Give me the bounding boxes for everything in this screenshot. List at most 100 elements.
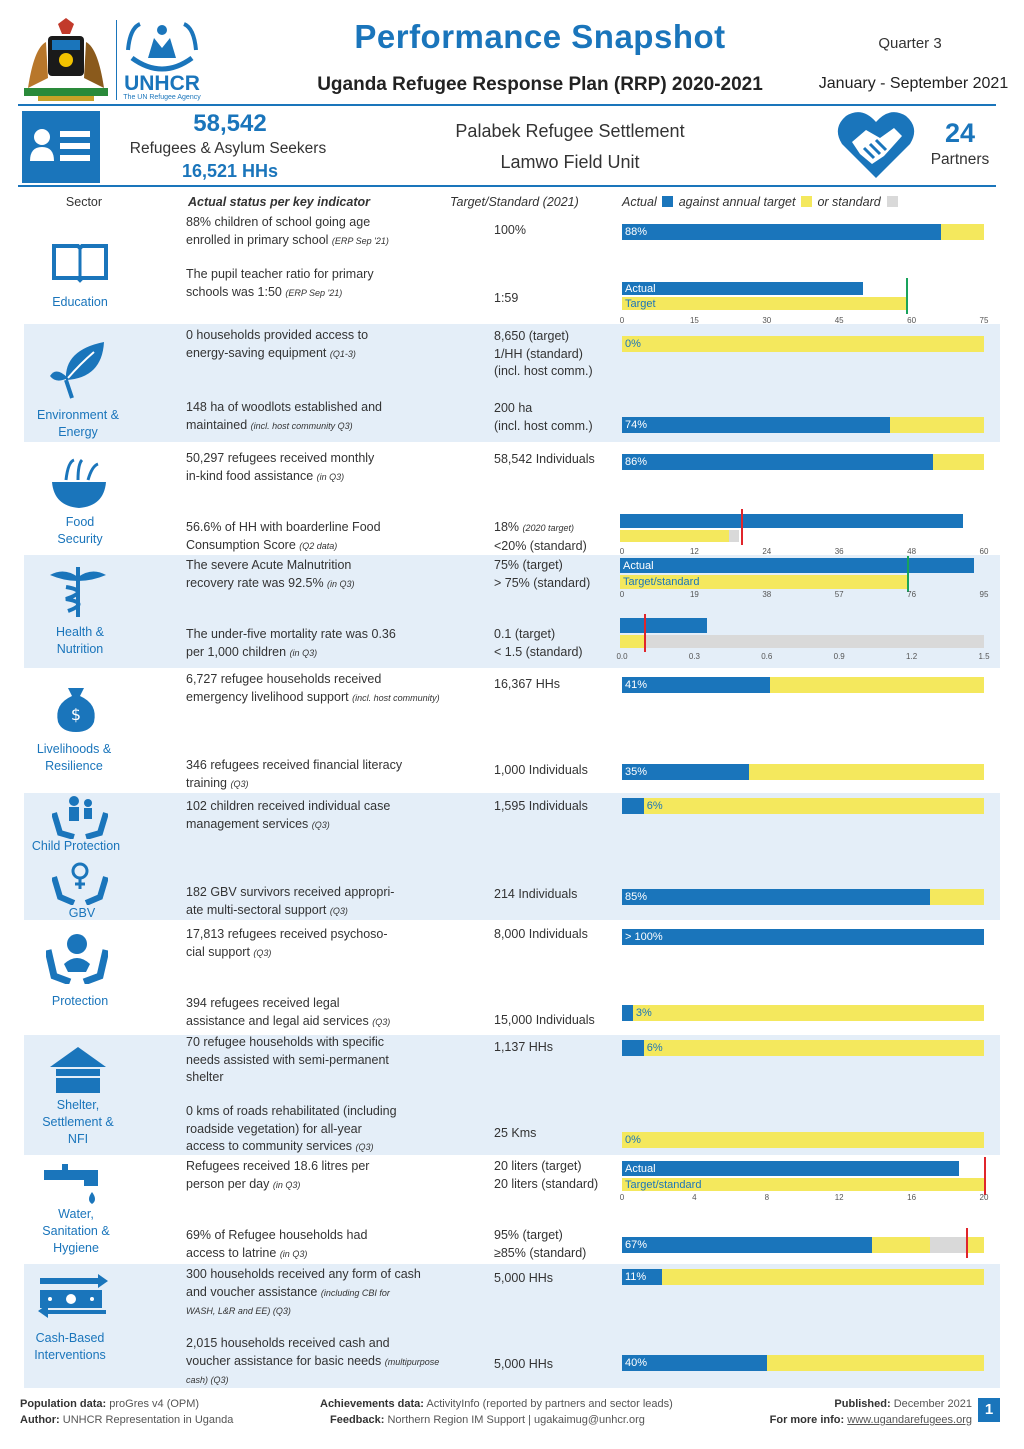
footer-population: Population data: proGres v4 (OPM) [20,1398,200,1410]
axis-tick-label: 36 [834,547,844,556]
standard-bar [620,635,984,648]
axis-tick-label: 0 [619,547,625,556]
indicator-text: 88% children of school going age enrolled… [186,214,454,250]
target-bar [620,635,645,648]
target-fill [622,336,984,352]
caduceus-icon [48,565,108,619]
indicator-text: 6,727 refugee households received emergen… [186,671,454,707]
indicator-text: 0 kms of roads rehabilitated (including r… [186,1103,454,1157]
target-text: 1,000 Individuals [494,762,619,780]
indicator-line: shelter [186,1070,224,1084]
actual-fill [622,798,644,814]
actual-bar [620,558,975,573]
indicator-note: (in Q3) [316,471,345,482]
target-line: ≥85% (standard) [494,1245,587,1260]
axis-tick-label: 76 [907,590,917,599]
target-line: 1:59 [494,291,519,305]
axis-tick-label: 4 [692,1193,697,1202]
indicator-text: 2,015 households received cash and vouche… [186,1335,454,1390]
quarter-label: Quarter 3 [878,35,942,52]
progress-label: 85% [625,891,648,903]
protection-icon [44,932,110,986]
axis-tick-label: 12 [834,1193,844,1202]
indicator-line: assistance and legal aid services (Q3) [186,1013,391,1028]
indicator-note: (including CBI for [320,1287,390,1298]
target-text: 75% (target) > 75% (standard) [494,557,619,592]
indicator-note: (in Q3) [327,578,355,589]
target-text: 5,000 HHs [494,1270,619,1288]
indicator-line: Refugees received 18.6 litres per [186,1159,370,1173]
population-label: Refugees & Asylum Seekers [129,140,327,157]
col-sector: Sector [65,195,103,209]
sector-child-protection: Child Protection [31,839,121,853]
partners-label: Partners [930,151,990,168]
period-label: January - September 2021 [818,75,1009,92]
target-bar-label: Target/standard [623,576,700,588]
indicator-text: 148 ha of woodlots established and mainta… [186,399,454,435]
indicator-text: 394 refugees received legal assistance an… [186,995,454,1031]
page-number: 1 [978,1398,1000,1422]
population-count: 58,542 [193,110,267,137]
indicator-line: and voucher assistance (including CBI fo… [186,1284,390,1299]
sector-health: Health & Nutrition [56,625,104,656]
indicator-note: (in Q3) [279,1248,308,1259]
child-protection-icon [51,793,109,840]
target-text: 0.1 (target) < 1.5 (standard) [494,626,619,661]
page-subtitle: Uganda Refugee Response Plan (RRP) 2020-… [317,74,763,95]
indicator-note: (Q3) [355,1142,374,1152]
axis-ticks: 0.0 0.3 0.6 0.9 1.2 1.5 [616,652,989,662]
households-count: 16,521 HHs [181,161,279,181]
target-text: 1,595 Individuals [494,798,619,816]
gbv-icon [51,861,109,906]
target-text: 200 ha (incl. host comm.) [494,400,619,435]
indicator-line: emergency livelihood support (incl. host… [186,689,440,704]
sector-gbv: GBV [68,906,96,920]
standard-marker [984,1157,986,1195]
partners-count: 24 [944,118,976,148]
progress-label: > 100% [625,931,663,943]
indicator-line: 17,813 refugees received psychoso- [186,927,388,941]
indicator-line: The severe Acute Malnutrition [186,558,352,572]
axis-ticks: 0 12 24 36 48 60 [619,547,989,557]
standard-marker [644,614,647,652]
indicator-line: cial support (Q3) [186,944,272,959]
indicator-text: 346 refugees received financial literacy… [186,757,454,793]
legend-standard-swatch [887,196,899,207]
target-line: 16,367 HHs [494,677,561,691]
progress-bar: 88% [622,224,984,240]
indicator-line: 70 refugee households with specific [186,1035,385,1049]
indicator-line: Consumption Score (Q2 data) [186,537,338,552]
settlement-name: Palabek Refugee Settlement [455,121,685,141]
progress-bar: 6% [622,798,984,814]
indicator-line: 346 refugees received financial literacy [186,758,403,772]
target-line: 5,000 HHs [494,1357,554,1371]
actual-bar-label: Actual [625,1163,656,1175]
footer-more-info[interactable]: For more info: www.ugandarefugees.org [769,1414,972,1426]
indicator-line: 182 GBV survivors received appropri- [186,885,395,899]
indicator-note: (in Q3) [289,647,318,658]
standard-marker [907,556,910,592]
axis-tick-label: 15 [689,316,699,325]
target-bar-label: Target/standard [625,1179,702,1191]
target-text: 1:59 [494,290,619,308]
axis-tick-label: 19 [689,590,699,599]
indicator-line: training (Q3) [186,775,249,790]
indicator-text: 56.6% of HH with boarderline Food Consump… [186,519,454,555]
indicator-line: recovery rate was 92.5% (in Q3) [186,575,355,590]
axis-tick-label: 57 [834,590,844,599]
target-note: (2020 target) [522,523,575,533]
target-line: (incl. host comm.) [494,364,593,378]
indicator-line: 56.6% of HH with boarderline Food [186,520,381,534]
target-line: 15,000 Individuals [494,1013,595,1027]
indicator-note: (incl. host community) [352,692,440,703]
indicator-note: (Q2 data) [299,540,338,551]
indicator-note: (Q3) [372,1016,391,1027]
indicator-text: The pupil teacher ratio for primary schoo… [186,266,454,302]
actual-fill [622,1269,662,1285]
progress-bar: 41% [622,677,984,693]
actual-bar-label: Actual [625,283,656,295]
indicator-line: 148 ha of woodlots established and [186,400,382,414]
target-text: 16,367 HHs [494,676,619,694]
indicator-line: WASH, L&R and EE) (Q3) [186,1302,454,1321]
indicator-note: WASH, L&R and EE) (Q3) [186,1306,291,1316]
